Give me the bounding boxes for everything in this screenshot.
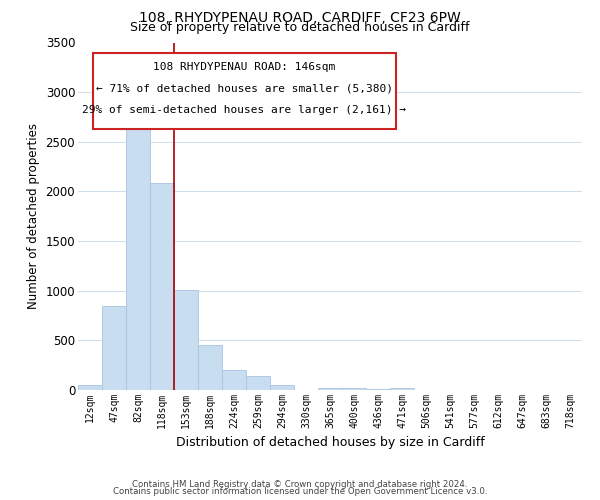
Bar (366, 388, 390, 390)
Text: Contains HM Land Registry data © Crown copyright and database right 2024.: Contains HM Land Registry data © Crown c… (132, 480, 468, 489)
Text: 108, RHYDYPENAU ROAD, CARDIFF, CF23 6PW: 108, RHYDYPENAU ROAD, CARDIFF, CF23 6PW (139, 11, 461, 25)
Text: Size of property relative to detached houses in Cardiff: Size of property relative to detached ho… (130, 21, 470, 34)
Bar (246, 376, 270, 390)
Y-axis label: Number of detached properties: Number of detached properties (27, 123, 40, 309)
Bar (342, 388, 366, 390)
Bar (390, 388, 414, 390)
Text: 29% of semi-detached houses are larger (2,161) →: 29% of semi-detached houses are larger (… (82, 106, 406, 116)
Bar (222, 370, 246, 390)
Bar (78, 384, 102, 390)
Bar (318, 388, 342, 390)
Bar (174, 290, 198, 390)
X-axis label: Distribution of detached houses by size in Cardiff: Distribution of detached houses by size … (176, 436, 484, 450)
Bar (270, 384, 294, 390)
Bar (102, 306, 126, 390)
Text: 108 RHYDYPENAU ROAD: 146sqm: 108 RHYDYPENAU ROAD: 146sqm (153, 62, 335, 72)
Bar (126, 120, 150, 390)
Bar (198, 345, 222, 390)
Text: Contains public sector information licensed under the Open Government Licence v3: Contains public sector information licen… (113, 487, 487, 496)
Text: ← 71% of detached houses are smaller (5,380): ← 71% of detached houses are smaller (5,… (96, 84, 393, 94)
FancyBboxPatch shape (93, 53, 395, 130)
Bar (150, 184, 174, 390)
